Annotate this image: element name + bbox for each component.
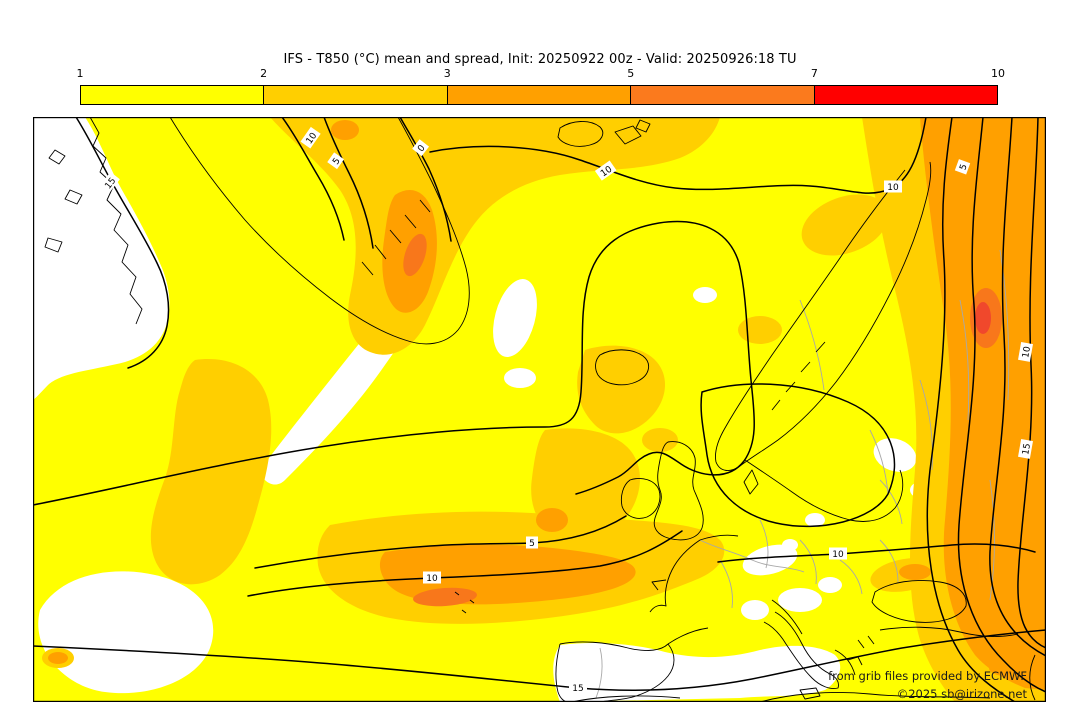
- attribution: from grib files provided by ECMWF ©2025 …: [828, 668, 1027, 704]
- attribution-source: from grib files provided by ECMWF: [828, 669, 1027, 683]
- contour-label-10: 10: [829, 547, 847, 560]
- contour-label-5: 5: [327, 152, 344, 170]
- svg-text:0: 0: [416, 143, 428, 154]
- contour-label-5: 5: [954, 159, 971, 175]
- contour-label-10: 10: [423, 571, 441, 584]
- colorbar-segment-2-3: [263, 86, 447, 104]
- svg-text:5: 5: [958, 163, 969, 172]
- attribution-copyright: ©2025 sb@irizone.net: [896, 686, 1027, 701]
- chart-title: IFS - T850 (°C) mean and spread, Init: 2…: [283, 52, 797, 67]
- colorbar-tick-label: 10: [991, 67, 1005, 80]
- colorbar-segment-5-7: [630, 86, 814, 104]
- colorbar-segment-3-5: [446, 86, 631, 104]
- colorbar-tick-label: 2: [260, 67, 268, 80]
- country-borders: [595, 249, 1010, 699]
- svg-text:10: 10: [426, 574, 438, 584]
- contour-label-0: 0: [412, 139, 430, 157]
- colorbar-tick-label: 1: [76, 67, 84, 80]
- colorbar-segment-7-10: [813, 86, 998, 104]
- svg-text:10: 10: [1021, 345, 1033, 358]
- svg-text:15: 15: [572, 684, 583, 694]
- colorbar-tick-label: 7: [810, 67, 818, 80]
- svg-text:15: 15: [1021, 443, 1033, 456]
- contour-label-15: 15: [1018, 439, 1033, 459]
- colorbar-segment-1-2: [81, 86, 264, 104]
- contour-label-10: 10: [1018, 342, 1033, 362]
- contour-label-10: 10: [884, 180, 902, 193]
- coastlines: [44, 117, 1036, 702]
- spread-colorbar: 1 2 3 5 7 10: [77, 67, 1005, 105]
- spread-7-plus-region: [975, 302, 991, 334]
- colorbar-tick-label: 5: [627, 67, 635, 80]
- svg-text:10: 10: [887, 183, 899, 193]
- colorbar-segments: [80, 85, 998, 105]
- contour-label-5: 5: [526, 536, 538, 549]
- colorbar-tick-label: 3: [443, 67, 451, 80]
- svg-text:5: 5: [331, 156, 342, 166]
- mean-contours: [33, 117, 1046, 702]
- map-frame: [33, 117, 1046, 702]
- svg-text:10: 10: [832, 550, 844, 560]
- svg-text:5: 5: [529, 539, 535, 549]
- contour-label-15: 15: [569, 681, 587, 694]
